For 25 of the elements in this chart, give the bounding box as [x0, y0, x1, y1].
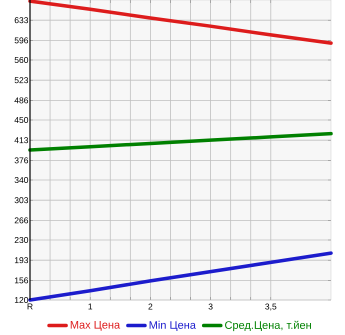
y-tick-label: 633 [14, 17, 28, 24]
y-tick-label: 193 [14, 257, 28, 264]
x-tick-label: 3 [208, 304, 213, 310]
x-tick-label: 2 [148, 304, 152, 310]
line-series [28, 0, 333, 45]
y-tick-label: 230 [14, 237, 28, 244]
y-tick-label: 303 [14, 197, 28, 204]
y-tick-label: 450 [14, 117, 28, 124]
x-tick-label: R [28, 304, 33, 310]
x-tick-label: 3,5 [265, 304, 276, 311]
x-tick-label: 1 [88, 304, 92, 310]
line-series [28, 132, 333, 152]
y-tick-label: 413 [14, 137, 28, 144]
legend-label: Сред.Цена, т.йен [225, 320, 311, 332]
y-tick-label: 376 [14, 157, 28, 164]
y-tick-label: 266 [14, 217, 28, 224]
y-tick-label: 156 [14, 277, 28, 284]
y-tick-label: 523 [14, 77, 28, 84]
y-tick-label: 596 [14, 37, 28, 44]
legend-label: Min Цена [150, 320, 196, 331]
y-tick-label: 340 [14, 177, 28, 184]
y-tick-label: 486 [14, 97, 28, 104]
legend-label: Max Цена [70, 321, 120, 331]
y-tick-label: 560 [14, 57, 28, 64]
y-tick-label: 120 [14, 297, 28, 304]
